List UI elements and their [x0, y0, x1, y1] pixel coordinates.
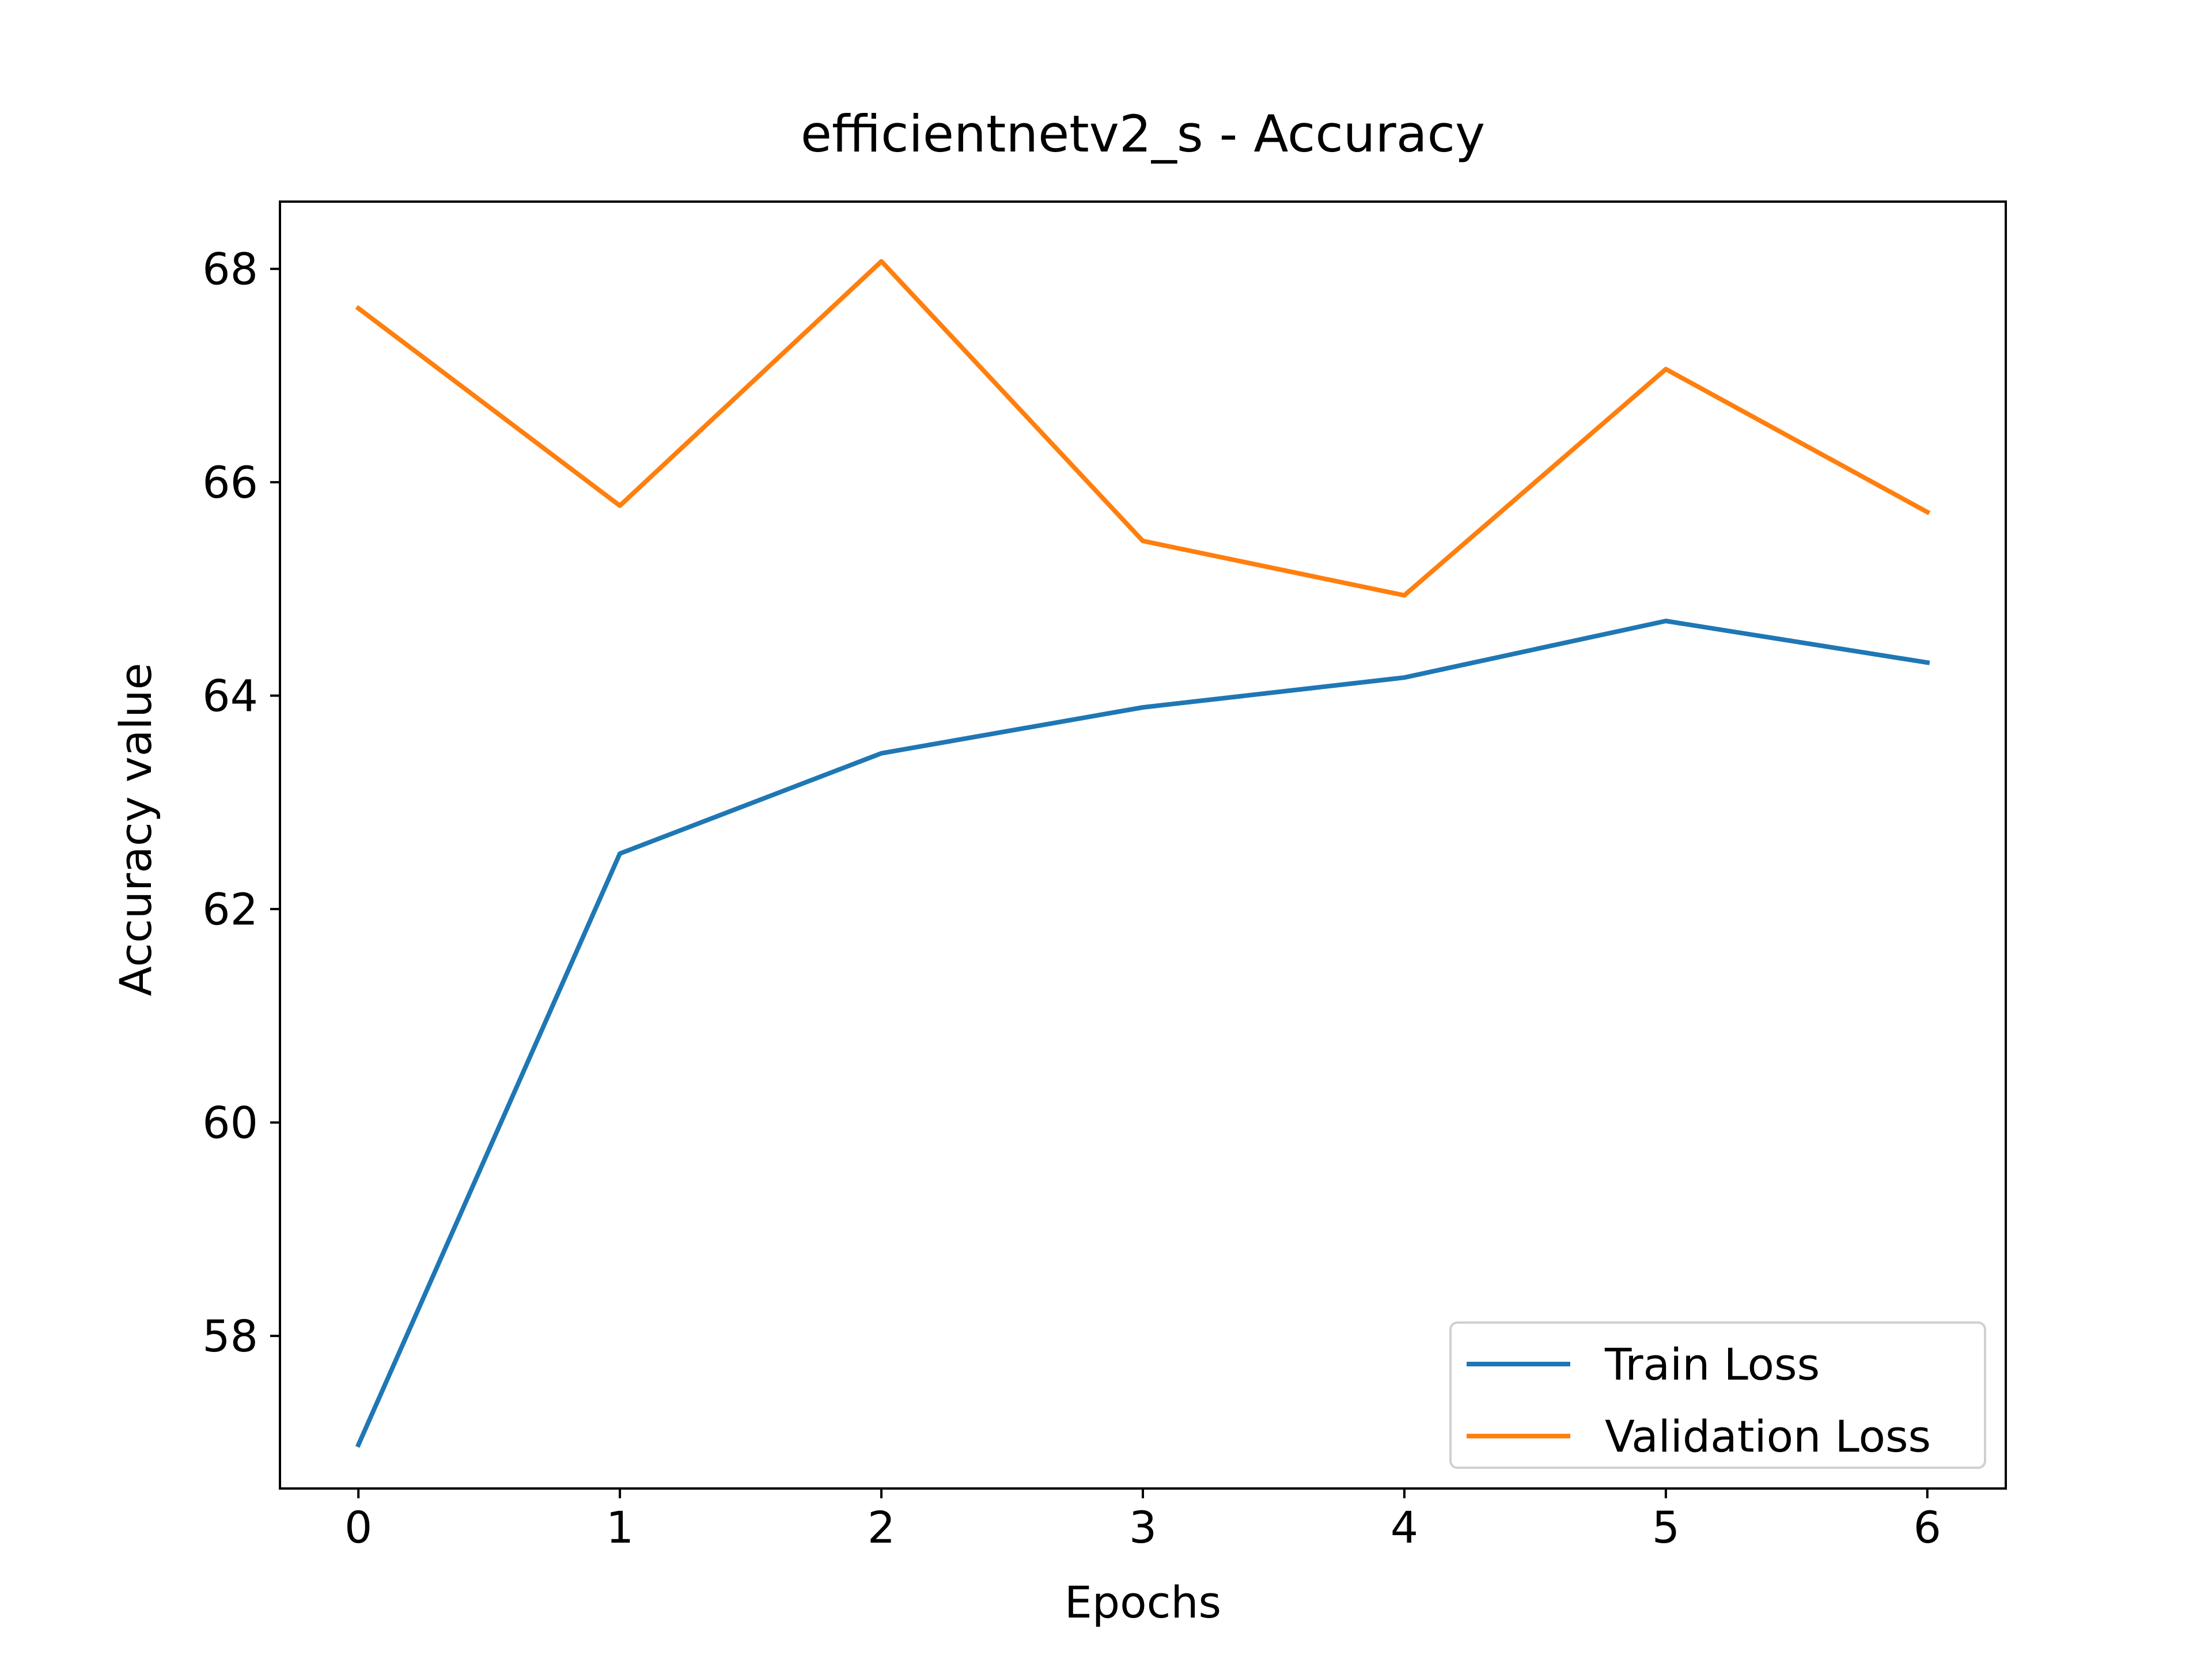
x-tick-label-4: 4 [1391, 1502, 1418, 1553]
legend-label-1: Validation Loss [1605, 1411, 1931, 1462]
x-tick-label-5: 5 [1652, 1502, 1680, 1553]
x-tick-label-6: 6 [1914, 1502, 1941, 1553]
x-tick-label-1: 1 [606, 1502, 634, 1553]
axes-frame [279, 200, 2007, 1490]
y-tick-label-0: 58 [202, 1310, 258, 1362]
y-tick-label-4: 66 [202, 457, 258, 508]
legend: Train Loss Validation Loss [1449, 1321, 1986, 1469]
series-line-1 [355, 259, 1931, 598]
x-tick-label-3: 3 [1129, 1502, 1157, 1553]
series-line-0 [355, 619, 1930, 1448]
chart-title: efficientnetv2_s - Accuracy [801, 104, 1485, 164]
x-tick-label-0: 0 [344, 1502, 372, 1553]
y-tick-label-1: 60 [202, 1097, 258, 1149]
y-tick-label-3: 64 [202, 671, 258, 722]
legend-label-0: Train Loss [1604, 1339, 1820, 1390]
y-tick-label-5: 68 [202, 244, 258, 295]
legend-box [1449, 1321, 1986, 1469]
x-tick-label-2: 2 [868, 1502, 895, 1553]
y-axis-label: Accuracy value [110, 663, 161, 997]
y-tick-label-2: 62 [202, 884, 258, 935]
x-axis-label: Epochs [1065, 1577, 1221, 1628]
